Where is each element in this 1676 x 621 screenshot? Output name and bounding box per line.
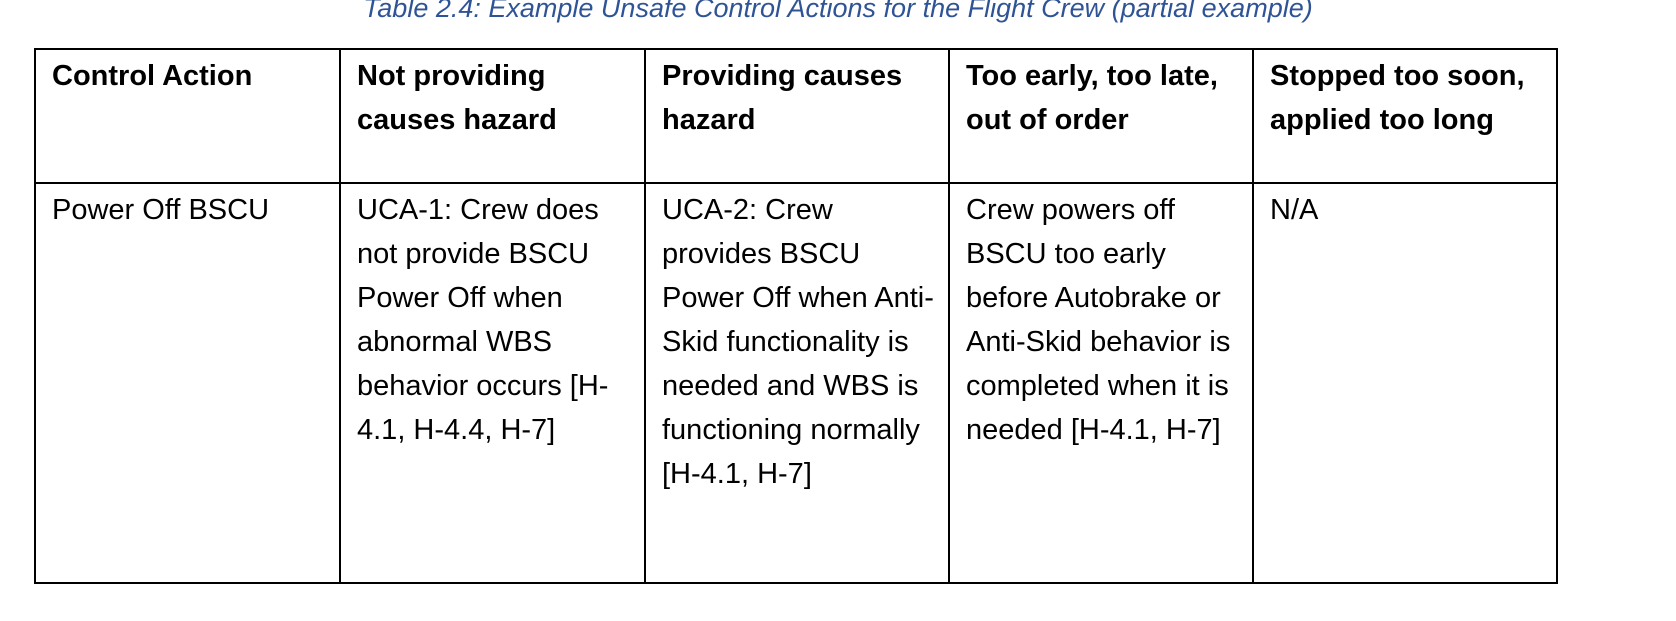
cell-timing: Crew powers off BSCU too early before Au… [948,182,1254,584]
table-caption: Table 2.4: Example Unsafe Control Action… [363,0,1313,23]
cell-control-action: Power Off BSCU [34,182,341,584]
header-control-action: Control Action [34,48,341,184]
cell-not-providing: UCA-1: Crew does not provide BSCU Power … [339,182,646,584]
table-row: Power Off BSCU UCA-1: Crew does not prov… [34,182,1558,584]
cell-providing: UCA-2: Crew provides BSCU Power Off when… [644,182,950,584]
unsafe-control-actions-table: Control Action Not providing causes haza… [34,48,1558,584]
header-duration: Stopped too soon, applied too long [1252,48,1558,184]
header-providing: Providing causes hazard [644,48,950,184]
header-not-providing: Not providing causes hazard [339,48,646,184]
header-timing: Too early, too late, out of order [948,48,1254,184]
cell-duration: N/A [1252,182,1558,584]
table-header-row: Control Action Not providing causes haza… [34,48,1558,184]
